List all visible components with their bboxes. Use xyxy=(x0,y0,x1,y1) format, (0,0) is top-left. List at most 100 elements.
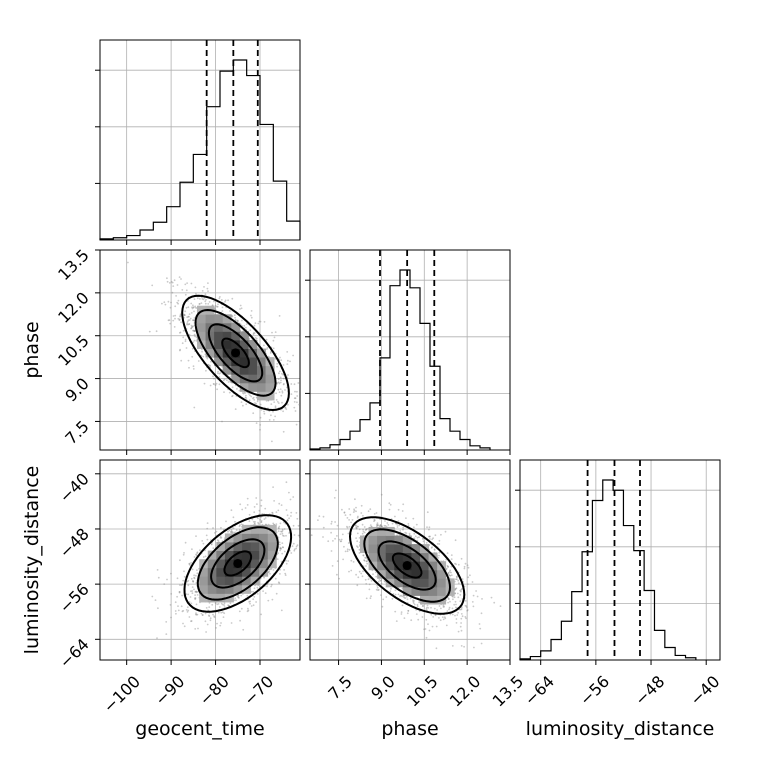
scatter-point xyxy=(230,530,232,533)
density-cell xyxy=(239,357,249,367)
scatter-point xyxy=(339,540,342,543)
scatter-point xyxy=(195,591,198,594)
scatter-point xyxy=(270,403,273,405)
scatter-point xyxy=(336,524,339,527)
scatter-point xyxy=(454,562,456,565)
scatter-point xyxy=(190,302,193,305)
scatter-point xyxy=(322,515,325,518)
scatter-point xyxy=(277,378,280,381)
scatter-point xyxy=(258,586,261,588)
y-tick-label: −64 xyxy=(56,635,93,672)
density-cell xyxy=(196,322,206,332)
density-cell xyxy=(250,550,260,560)
scatter-point xyxy=(228,605,230,607)
density-cell xyxy=(224,542,234,551)
scatter-point xyxy=(194,598,197,601)
scatter-point xyxy=(192,329,194,332)
scatter-point xyxy=(239,524,241,526)
contour-line xyxy=(183,514,293,613)
scatter-point xyxy=(460,557,463,560)
scatter-point xyxy=(294,410,297,412)
scatter-point xyxy=(376,584,379,587)
scatter-point xyxy=(290,552,293,554)
scatter-point xyxy=(275,592,278,595)
scatter-point xyxy=(196,552,199,554)
scatter-point xyxy=(370,580,373,582)
scatter-point xyxy=(198,303,201,305)
scatter-point xyxy=(283,550,286,553)
scatter-point xyxy=(279,522,282,525)
scatter-point xyxy=(252,333,255,336)
scatter-point xyxy=(241,392,244,394)
scatter-point xyxy=(278,541,281,544)
scatter-point xyxy=(356,516,359,519)
scatter-point xyxy=(249,600,252,603)
scatter-point xyxy=(249,602,251,605)
scatter-point xyxy=(179,331,182,334)
density-cell xyxy=(231,365,241,375)
scatter-point xyxy=(238,525,241,528)
scatter-point xyxy=(227,381,230,383)
scatter-point xyxy=(154,599,157,601)
scatter-point xyxy=(263,321,266,323)
scatter-point xyxy=(426,604,429,607)
scatter-point xyxy=(233,314,236,317)
scatter-point xyxy=(428,528,430,531)
scatter-point xyxy=(185,306,188,309)
scatter-point xyxy=(202,556,205,558)
scatter-point xyxy=(179,332,181,334)
scatter-point xyxy=(379,580,382,582)
scatter-point xyxy=(240,594,243,597)
scatter-point xyxy=(224,300,226,303)
scatter-point xyxy=(303,541,305,543)
scatter-point xyxy=(209,364,211,367)
scatter-point xyxy=(292,542,295,545)
scatter-point xyxy=(450,571,452,574)
scatter-point xyxy=(278,315,281,317)
scatter-point xyxy=(196,591,199,593)
scatter-point xyxy=(270,351,272,353)
scatter-point xyxy=(394,593,397,596)
scatter-point xyxy=(219,624,222,627)
panel-frame xyxy=(309,459,511,661)
scatter-point xyxy=(264,507,267,510)
scatter-point xyxy=(276,362,279,365)
scatter-point xyxy=(449,600,451,603)
scatter-point xyxy=(239,503,242,506)
scatter-point xyxy=(464,562,467,565)
scatter-point xyxy=(179,348,182,351)
scatter-point xyxy=(459,600,462,603)
scatter-point xyxy=(260,409,263,411)
scatter-point xyxy=(278,502,281,505)
scatter-point xyxy=(234,531,237,534)
scatter-point xyxy=(355,506,357,509)
scatter-point xyxy=(280,394,283,397)
scatter-point xyxy=(460,607,463,609)
scatter-point xyxy=(190,602,193,605)
scatter-point xyxy=(336,560,339,562)
scatter-point xyxy=(221,611,224,614)
scatter-point xyxy=(295,545,298,548)
scatter-point xyxy=(284,406,286,409)
scatter-point xyxy=(358,548,361,551)
scatter-point xyxy=(404,597,407,599)
scatter-point xyxy=(179,349,181,352)
scatter-point xyxy=(257,517,259,520)
scatter-point xyxy=(408,534,411,536)
scatter-point xyxy=(412,517,415,520)
scatter-point xyxy=(425,542,428,544)
scatter-point xyxy=(196,551,199,554)
scatter-point xyxy=(191,326,193,329)
scatter-point xyxy=(193,298,196,300)
scatter-point xyxy=(177,605,179,607)
scatter-point xyxy=(177,302,180,305)
scatter-point xyxy=(279,543,281,546)
density-cell xyxy=(242,533,252,543)
scatter-point xyxy=(188,366,190,369)
scatter-point xyxy=(448,608,450,611)
scatter-point xyxy=(268,570,271,573)
scatter-point xyxy=(460,629,463,632)
scatter-point xyxy=(392,593,395,595)
density-cell xyxy=(265,365,275,375)
scatter-point xyxy=(369,524,372,526)
